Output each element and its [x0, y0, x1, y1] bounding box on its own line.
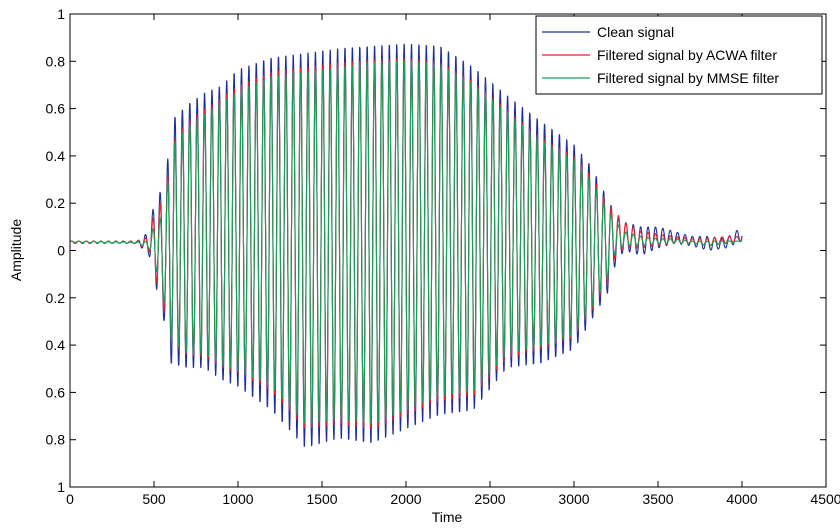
- legend-item-acwa: Filtered signal by ACWA filter: [542, 47, 777, 63]
- y-tick-label: 0: [57, 243, 65, 259]
- x-tick-label: 4500: [810, 491, 840, 507]
- legend-label-mmse-filter: Filtered signal by MMSE filter: [597, 70, 779, 86]
- x-tick-label: 1000: [222, 491, 253, 507]
- series-line-filtered-signal-by-mmse-filter: [69, 59, 743, 425]
- x-tick-label: 3500: [642, 491, 673, 507]
- legend-label-clean-signal: Clean signal: [597, 24, 674, 40]
- y-tick-label: 0.4: [46, 148, 66, 164]
- y-tick-label: 0.6: [46, 101, 66, 117]
- x-tick-label: 2000: [390, 491, 421, 507]
- y-tick-label: 1: [57, 479, 65, 495]
- legend-label-acwa-filter: Filtered signal by ACWA filter: [597, 47, 777, 63]
- series-layer: [69, 43, 743, 447]
- y-tick-label: 0.8: [46, 432, 66, 448]
- y-axis-label: Amplitude: [8, 219, 24, 281]
- legend-item-mmse: Filtered signal by MMSE filter: [542, 70, 779, 86]
- y-tick-label: 0.2: [46, 195, 66, 211]
- x-axis-label: Time: [432, 509, 463, 524]
- legend: Clean signal Filtered signal by ACWA fil…: [535, 15, 823, 95]
- x-tick-label: 1500: [306, 491, 337, 507]
- y-tick-label: 0.4: [46, 337, 66, 353]
- x-tick-label: 500: [142, 491, 166, 507]
- y-tick-label: 1: [57, 6, 65, 22]
- y-tick-label: 0.8: [46, 53, 66, 69]
- legend-item-clean: Clean signal: [542, 24, 674, 40]
- tick-layer: 0 500 1000 1500 2000 2500 3000 3500 4000 4500 1 0.8…: [46, 6, 840, 507]
- x-tick-label: 4000: [726, 491, 757, 507]
- x-tick-label: 0: [66, 491, 74, 507]
- x-tick-label: 2500: [474, 491, 505, 507]
- x-tick-label: 3000: [558, 491, 589, 507]
- y-tick-label: 0.6: [46, 384, 66, 400]
- y-tick-label: 0.2: [46, 290, 66, 306]
